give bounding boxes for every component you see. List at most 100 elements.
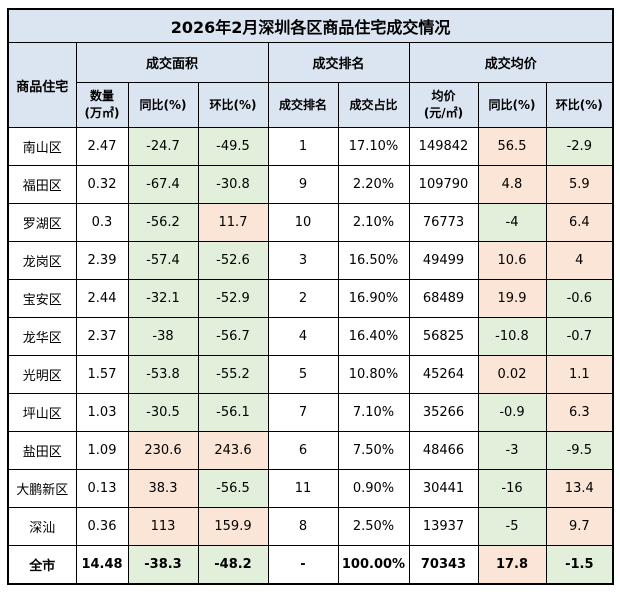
value-cell: 5.9 bbox=[545, 165, 614, 204]
value-cell: -49.5 bbox=[197, 127, 269, 166]
group-header-row: 商品住宅 成交面积 成交排名 成交均价 bbox=[7, 42, 614, 128]
value-cell: 16.90% bbox=[337, 279, 410, 318]
sub-header-row: 数量 (万㎡) 同比(%) 环比(%) 成交排名 成交占比 均价 (元/㎡) 同… bbox=[8, 82, 614, 128]
value-cell: -48.2 bbox=[197, 545, 269, 585]
value-cell: 4.8 bbox=[477, 165, 547, 204]
value-cell: 0.36 bbox=[75, 507, 129, 546]
table-title: 2026年2月深圳各区商品住宅成交情况 bbox=[7, 8, 614, 43]
value-cell: 30441 bbox=[408, 469, 479, 508]
value-cell: 9.7 bbox=[545, 507, 614, 546]
value-cell: 100.00% bbox=[337, 545, 410, 585]
table-row: 光明区 1.57 -53.8 -55.2 5 10.80% 45264 0.02 1.1 bbox=[7, 355, 614, 394]
district-cell: 深汕 bbox=[7, 507, 77, 546]
district-cell: 罗湖区 bbox=[7, 203, 77, 242]
value-cell: 14.48 bbox=[75, 545, 129, 585]
district-cell: 宝安区 bbox=[7, 279, 77, 318]
value-cell: 17.10% bbox=[337, 127, 410, 166]
value-cell: 0.90% bbox=[337, 469, 410, 508]
value-cell: 8 bbox=[267, 507, 339, 546]
value-cell: -56.5 bbox=[197, 469, 269, 508]
value-cell: 11 bbox=[267, 469, 339, 508]
value-cell: -38.3 bbox=[127, 545, 199, 585]
value-cell: 149842 bbox=[408, 127, 479, 166]
group-header-rank: 成交排名 bbox=[267, 42, 410, 83]
value-cell: -5 bbox=[477, 507, 547, 546]
table-row: 龙华区 2.37 -38 -56.7 4 16.40% 56825 -10.8 -0.7 bbox=[7, 317, 614, 356]
col-header-price-yoy: 同比(%) bbox=[477, 82, 547, 128]
value-cell: 38.3 bbox=[127, 469, 199, 508]
value-cell: -56.2 bbox=[127, 203, 199, 242]
value-cell: 45264 bbox=[408, 355, 479, 394]
group-header-price: 成交均价 bbox=[408, 42, 614, 83]
value-cell: -0.9 bbox=[477, 393, 547, 432]
value-cell: 2.44 bbox=[75, 279, 129, 318]
table-header: 2026年2月深圳各区商品住宅成交情况 商品住宅 成交面积 成交排名 成交均价 … bbox=[7, 8, 614, 128]
value-cell: 2.10% bbox=[337, 203, 410, 242]
value-cell: 70343 bbox=[408, 545, 479, 585]
value-cell: 16.50% bbox=[337, 241, 410, 280]
value-cell: -24.7 bbox=[127, 127, 199, 166]
district-cell: 全市 bbox=[7, 545, 77, 585]
value-cell: 0.13 bbox=[75, 469, 129, 508]
value-cell: 6.4 bbox=[545, 203, 614, 242]
table-row: 罗湖区 0.3 -56.2 11.7 10 2.10% 76773 -4 6.4 bbox=[7, 203, 614, 242]
col-header-quantity: 数量 (万㎡) bbox=[75, 82, 129, 128]
district-cell: 坪山区 bbox=[7, 393, 77, 432]
value-cell: 1 bbox=[267, 127, 339, 166]
value-cell: 109790 bbox=[408, 165, 479, 204]
value-cell: -1.5 bbox=[545, 545, 614, 585]
table-body: 南山区 2.47 -24.7 -49.5 1 17.10% 149842 56.5 -2.9 福田… bbox=[7, 127, 614, 585]
corner-header-cell: 商品住宅 bbox=[7, 42, 77, 128]
value-cell: 2.20% bbox=[337, 165, 410, 204]
value-cell: -53.8 bbox=[127, 355, 199, 394]
table-row: 龙岗区 2.39 -57.4 -52.6 3 16.50% 49499 10.6 4 bbox=[7, 241, 614, 280]
table-row: 坪山区 1.03 -30.5 -56.1 7 7.10% 35266 -0.9 6.3 bbox=[7, 393, 614, 432]
value-cell: 19.9 bbox=[477, 279, 547, 318]
value-cell: 0.32 bbox=[75, 165, 129, 204]
value-cell: 49499 bbox=[408, 241, 479, 280]
value-cell: 0.3 bbox=[75, 203, 129, 242]
value-cell: -56.1 bbox=[197, 393, 269, 432]
value-cell: -0.6 bbox=[545, 279, 614, 318]
value-cell: 13.4 bbox=[545, 469, 614, 508]
value-cell: -52.9 bbox=[197, 279, 269, 318]
value-cell: 13937 bbox=[408, 507, 479, 546]
district-cell: 南山区 bbox=[7, 127, 77, 166]
value-cell: -38 bbox=[127, 317, 199, 356]
value-cell: 1.57 bbox=[75, 355, 129, 394]
value-cell: 230.6 bbox=[127, 431, 199, 470]
col-header-avg-price: 均价 (元/㎡) bbox=[408, 82, 479, 128]
table-sheet: 2026年2月深圳各区商品住宅成交情况 商品住宅 成交面积 成交排名 成交均价 … bbox=[7, 8, 615, 585]
col-header-share: 成交占比 bbox=[337, 82, 410, 128]
value-cell: 6 bbox=[267, 431, 339, 470]
value-cell: 243.6 bbox=[197, 431, 269, 470]
value-cell: 17.8 bbox=[477, 545, 547, 585]
value-cell: - bbox=[267, 545, 339, 585]
value-cell: -2.9 bbox=[545, 127, 614, 166]
value-cell: -10.8 bbox=[477, 317, 547, 356]
value-cell: 76773 bbox=[408, 203, 479, 242]
value-cell: 5 bbox=[267, 355, 339, 394]
table-row: 盐田区 1.09 230.6 243.6 6 7.50% 48466 -3 -9.5 bbox=[7, 431, 614, 470]
table-row: 宝安区 2.44 -32.1 -52.9 2 16.90% 68489 19.9 -0.6 bbox=[7, 279, 614, 318]
value-cell: -0.7 bbox=[545, 317, 614, 356]
value-cell: 159.9 bbox=[197, 507, 269, 546]
value-cell: -9.5 bbox=[545, 431, 614, 470]
value-cell: 0.02 bbox=[477, 355, 547, 394]
value-cell: 4 bbox=[267, 317, 339, 356]
table-row: 南山区 2.47 -24.7 -49.5 1 17.10% 149842 56.5 -2.9 bbox=[7, 127, 614, 166]
value-cell: -30.5 bbox=[127, 393, 199, 432]
value-cell: -56.7 bbox=[197, 317, 269, 356]
district-cell: 龙华区 bbox=[7, 317, 77, 356]
district-cell: 龙岗区 bbox=[7, 241, 77, 280]
value-cell: 68489 bbox=[408, 279, 479, 318]
value-cell: 1.09 bbox=[75, 431, 129, 470]
value-cell: 2 bbox=[267, 279, 339, 318]
value-cell: -55.2 bbox=[197, 355, 269, 394]
district-cell: 光明区 bbox=[7, 355, 77, 394]
value-cell: 35266 bbox=[408, 393, 479, 432]
value-cell: 2.47 bbox=[75, 127, 129, 166]
value-cell: 7 bbox=[267, 393, 339, 432]
value-cell: -57.4 bbox=[127, 241, 199, 280]
district-cell: 盐田区 bbox=[7, 431, 77, 470]
